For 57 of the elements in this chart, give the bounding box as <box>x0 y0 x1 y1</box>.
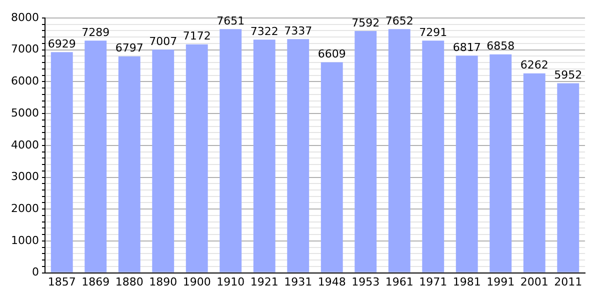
x-tick-label: 1869 <box>82 275 110 288</box>
data-label: 7007 <box>149 34 178 48</box>
x-tick-label: 1910 <box>216 275 245 288</box>
data-label: 6817 <box>452 41 481 54</box>
data-label: 7172 <box>182 30 211 43</box>
bar <box>220 29 242 272</box>
bar <box>50 52 73 272</box>
x-tick-label: 1890 <box>149 275 178 288</box>
bar <box>287 39 310 272</box>
data-label: 7651 <box>216 14 245 28</box>
data-label: 6929 <box>48 37 76 50</box>
x-tick-label: 1921 <box>250 275 278 288</box>
y-tick-label: 7000 <box>10 42 39 56</box>
bar <box>320 62 343 272</box>
x-tick-label: 1971 <box>419 275 448 288</box>
x-tick-label: 1961 <box>385 275 414 288</box>
y-tick-label: 4000 <box>10 138 39 152</box>
bar <box>388 29 410 272</box>
x-tick-label: 2011 <box>554 275 582 288</box>
x-tick-label: 2001 <box>520 275 548 288</box>
bar <box>456 56 478 272</box>
x-tick-label: 1900 <box>182 275 211 288</box>
bar <box>152 50 174 272</box>
x-tick-label: 1857 <box>48 275 76 288</box>
bar <box>490 54 512 272</box>
x-tick-label: 1953 <box>352 275 380 288</box>
x-tick-label: 1948 <box>318 275 346 288</box>
bar <box>557 83 580 272</box>
y-tick-label: 5000 <box>10 106 39 120</box>
x-tick-label: 1981 <box>452 275 481 288</box>
data-label: 6262 <box>520 58 548 72</box>
y-tick-label: 8000 <box>10 10 39 24</box>
x-tick-label: 1880 <box>115 275 144 288</box>
x-tick-label: 1991 <box>486 275 515 288</box>
x-tick-label: 1931 <box>284 275 312 288</box>
bar <box>186 44 208 272</box>
data-label: 7337 <box>284 24 312 38</box>
data-label: 7592 <box>352 16 380 30</box>
data-label: 7289 <box>82 26 110 40</box>
data-label: 7291 <box>419 26 448 39</box>
data-label: 5952 <box>554 68 582 82</box>
bar <box>422 40 444 272</box>
data-label: 6858 <box>486 40 515 53</box>
bar <box>523 73 546 272</box>
data-label: 7322 <box>250 24 278 38</box>
data-label: 6609 <box>318 48 346 61</box>
y-tick-label: 0 <box>32 266 39 279</box>
y-tick-label: 2000 <box>10 202 39 215</box>
y-tick-label: 3000 <box>10 170 39 184</box>
bar <box>354 30 377 272</box>
bar <box>253 40 276 272</box>
y-tick-label: 1000 <box>10 234 39 247</box>
y-tick-label: 6000 <box>10 74 39 88</box>
data-label: 6797 <box>115 42 144 55</box>
bar <box>84 40 107 272</box>
bar <box>118 56 140 272</box>
data-label: 7652 <box>385 14 414 28</box>
